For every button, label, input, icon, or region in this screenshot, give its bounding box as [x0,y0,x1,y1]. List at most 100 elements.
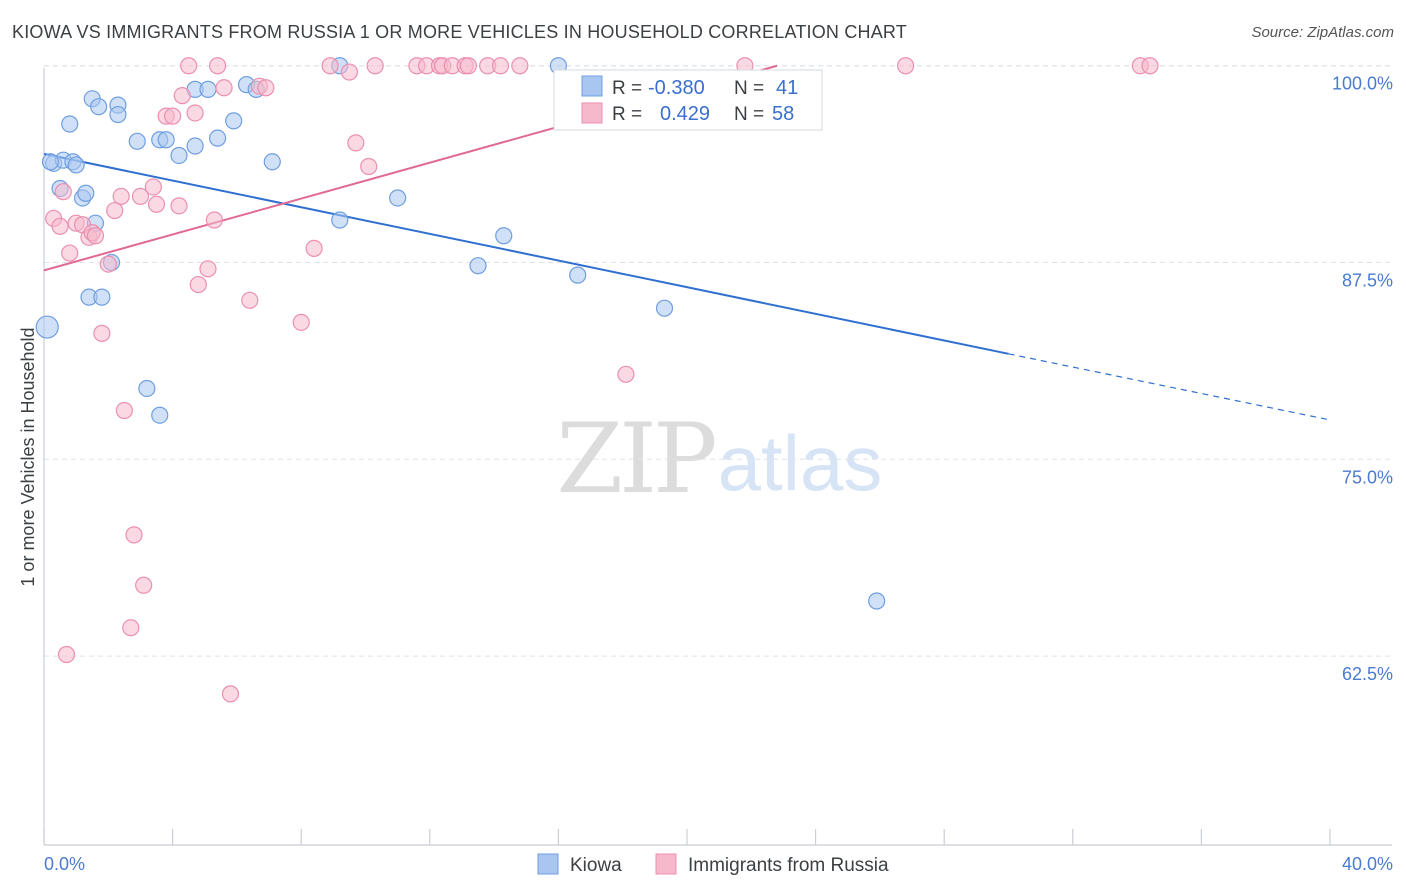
kiowa-point [199,80,217,98]
russia-point [135,576,153,594]
legend-n-label-kiowa: N = [734,78,764,99]
russia-point [897,57,915,75]
kiowa-point [170,146,188,165]
russia-point [347,134,365,152]
russia-point [215,79,233,97]
russia-point [305,239,323,257]
russia-point [61,244,79,262]
russia-point [131,187,150,206]
points-layer [35,57,1159,703]
russia-point [459,57,477,75]
kiowa-point [61,115,79,133]
legend-n-value-russia: 58 [772,103,794,125]
russia-point [205,211,223,229]
watermark-zip: ZIP [556,403,715,515]
kiowa-point [93,288,111,306]
kiowa-point [157,131,175,149]
kiowa-point [128,132,146,150]
kiowa-point [90,98,108,116]
y-axis-label: 1 or more Vehicles in Household [18,327,38,586]
axis-layer: 62.5% 75.0% 87.5% 100.0% 0.0% 40.0% [43,68,1393,874]
russia-point [144,178,162,196]
kiowa-point [263,153,281,171]
x-tick-label-max: 40.0% [1342,854,1393,874]
kiowa-point [331,211,349,229]
russia-point [86,227,105,245]
legend-r-label-russia: R = [612,104,642,125]
russia-point [360,157,378,176]
russia-point [115,401,133,420]
kiowa-point [151,406,169,424]
kiowa-point [389,189,407,207]
kiowa-point [41,153,60,171]
kiowa-point [77,184,95,202]
russia-point [340,63,359,81]
legend-swatch-russia [581,102,603,124]
russia-point [1141,57,1159,75]
x-tick-label-min: 0.0% [44,854,85,874]
kiowa-trend-line [43,152,1009,355]
russia-point [189,275,207,294]
chart-source: Source: ZipAtlas.com [1251,24,1394,41]
russia-point [164,107,182,125]
russia-point [209,57,227,75]
legend-swatch-kiowa [581,75,603,97]
kiowa-point [655,299,674,317]
kiowa-point [67,156,85,174]
series-legend: Kiowa Immigrants from Russia [537,853,889,876]
russia-point [51,217,69,235]
kiowa-point [138,379,156,398]
russia-point [199,260,217,278]
kiowa-point [225,112,243,130]
bottom-legend-swatch-russia [655,853,677,875]
russia-point [257,79,275,97]
russia-point [491,57,510,75]
kiowa-point [495,227,513,245]
russia-point [180,57,198,75]
russia-point [125,526,143,544]
bottom-legend-swatch-kiowa [537,853,559,875]
russia-point [54,183,72,201]
y-tick-label: 75.0% [1342,467,1393,487]
russia-point [241,291,259,309]
russia-point [221,685,240,703]
russia-point [147,195,166,213]
y-tick-label: 87.5% [1342,271,1393,291]
watermark-atlas: atlas [718,419,883,507]
legend-n-value-kiowa: 41 [776,77,798,99]
kiowa-point [109,105,127,124]
kiowa-point [186,137,204,155]
russia-point [112,187,130,206]
russia-point [170,197,188,215]
kiowa-point [469,257,487,275]
chart-title: KIOWA VS IMMIGRANTS FROM RUSSIA 1 OR MOR… [12,22,907,42]
bottom-legend-label-russia: Immigrants from Russia [688,855,889,876]
russia-point [292,313,310,331]
correlation-legend: R = -0.380 N = 41 R = 0.429 N = 58 [553,69,823,131]
legend-r-value-kiowa: -0.380 [648,77,705,99]
kiowa-point [868,592,886,610]
bottom-legend-label-kiowa: Kiowa [570,855,622,876]
grid-layer [44,65,1392,657]
russia-point [57,645,76,664]
y-tick-label: 100.0% [1332,74,1393,94]
russia-point [173,87,191,105]
russia-point [511,57,529,75]
russia-point [366,57,384,75]
legend-r-label-kiowa: R = [612,78,642,99]
kiowa-point [569,266,587,284]
russia-point [321,57,339,75]
russia-point [617,365,635,383]
russia-point [93,324,111,342]
russia-point [186,104,204,122]
legend-r-value-russia: 0.429 [660,103,710,125]
kiowa-point [35,315,59,339]
kiowa-point [209,129,227,147]
russia-point [122,619,140,637]
kiowa-trend-extension [1008,353,1331,421]
y-tick-label: 62.5% [1342,664,1393,684]
russia-point [106,201,124,220]
russia-point [99,255,117,273]
legend-n-label-russia: N = [734,104,764,125]
